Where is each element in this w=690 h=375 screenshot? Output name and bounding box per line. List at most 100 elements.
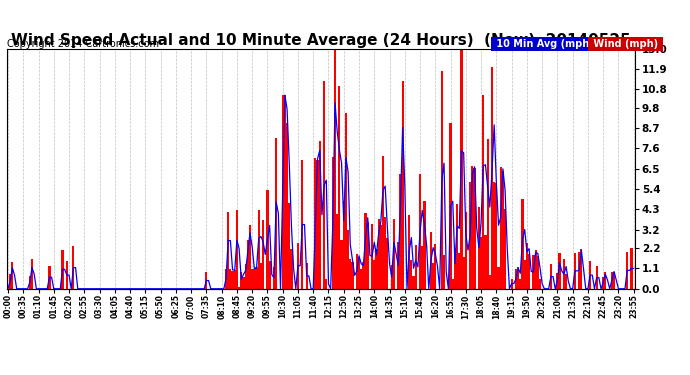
Bar bbox=[29, 276, 31, 289]
Bar bbox=[611, 272, 613, 289]
Bar bbox=[231, 271, 234, 289]
Bar bbox=[626, 252, 629, 289]
Bar bbox=[284, 95, 286, 289]
Bar bbox=[471, 166, 473, 289]
Bar bbox=[257, 210, 260, 289]
Bar bbox=[206, 272, 208, 289]
Bar bbox=[456, 204, 458, 289]
Bar bbox=[402, 81, 404, 289]
Bar bbox=[275, 138, 277, 289]
Bar bbox=[61, 250, 63, 289]
Bar bbox=[452, 279, 454, 289]
Bar bbox=[482, 95, 484, 289]
Bar bbox=[290, 249, 293, 289]
Bar bbox=[66, 261, 68, 289]
Bar bbox=[240, 272, 242, 289]
Bar bbox=[247, 240, 249, 289]
Bar bbox=[48, 266, 50, 289]
Bar bbox=[242, 277, 244, 289]
Bar bbox=[589, 261, 591, 289]
Bar bbox=[613, 272, 615, 289]
Bar bbox=[234, 270, 236, 289]
Bar bbox=[251, 268, 253, 289]
Bar bbox=[480, 237, 482, 289]
Bar bbox=[262, 220, 264, 289]
Bar bbox=[408, 214, 411, 289]
Bar bbox=[373, 261, 375, 289]
Bar bbox=[604, 272, 607, 289]
Bar bbox=[345, 113, 347, 289]
Bar bbox=[282, 95, 284, 289]
Bar bbox=[334, 49, 336, 289]
Bar bbox=[578, 252, 580, 289]
Bar bbox=[465, 211, 467, 289]
Bar bbox=[375, 249, 377, 289]
Bar bbox=[469, 182, 471, 289]
Bar bbox=[502, 171, 504, 289]
Bar bbox=[421, 246, 424, 289]
Bar bbox=[565, 274, 567, 289]
Bar bbox=[486, 139, 489, 289]
Bar bbox=[343, 201, 345, 289]
Text: Copyright 2014 Cartronics.com: Copyright 2014 Cartronics.com bbox=[7, 39, 159, 50]
Bar bbox=[11, 262, 13, 289]
Bar bbox=[323, 81, 325, 289]
Bar bbox=[473, 168, 475, 289]
Bar bbox=[411, 260, 413, 289]
Bar bbox=[9, 274, 11, 289]
Bar bbox=[319, 141, 321, 289]
Bar bbox=[336, 214, 338, 289]
Bar bbox=[236, 210, 238, 289]
Bar bbox=[526, 243, 528, 289]
Bar bbox=[317, 160, 319, 289]
Bar bbox=[400, 174, 402, 289]
Bar bbox=[602, 277, 604, 289]
Bar bbox=[244, 264, 247, 289]
Bar bbox=[306, 263, 308, 289]
Bar bbox=[580, 249, 582, 289]
Bar bbox=[595, 267, 598, 289]
Bar bbox=[528, 254, 530, 289]
Bar bbox=[227, 212, 229, 289]
Bar bbox=[238, 287, 240, 289]
Bar bbox=[349, 259, 351, 289]
Bar bbox=[537, 256, 539, 289]
Bar bbox=[415, 245, 417, 289]
Bar bbox=[325, 279, 327, 289]
Bar bbox=[332, 157, 334, 289]
Bar bbox=[515, 269, 517, 289]
Bar bbox=[260, 263, 262, 289]
Bar bbox=[556, 273, 558, 289]
Bar bbox=[268, 261, 270, 289]
Bar bbox=[631, 248, 633, 289]
Bar bbox=[266, 190, 268, 289]
Bar bbox=[454, 248, 456, 289]
Bar bbox=[524, 260, 526, 289]
Bar bbox=[413, 276, 415, 289]
Bar bbox=[522, 199, 524, 289]
Bar bbox=[491, 67, 493, 289]
Bar bbox=[432, 264, 434, 289]
Bar bbox=[493, 182, 495, 289]
Bar bbox=[391, 265, 393, 289]
Bar bbox=[72, 246, 75, 289]
Bar bbox=[351, 262, 353, 289]
Bar bbox=[449, 123, 452, 289]
Text: Wind (mph): Wind (mph) bbox=[590, 39, 662, 50]
Bar bbox=[371, 224, 373, 289]
Bar bbox=[384, 216, 386, 289]
Bar bbox=[517, 267, 520, 289]
Bar bbox=[397, 242, 400, 289]
Bar bbox=[511, 279, 513, 289]
Bar bbox=[364, 213, 366, 289]
Bar bbox=[338, 86, 340, 289]
Bar bbox=[550, 264, 552, 289]
Bar bbox=[458, 253, 460, 289]
Bar bbox=[358, 258, 360, 289]
Bar bbox=[504, 209, 506, 289]
Bar bbox=[489, 276, 491, 289]
Bar bbox=[315, 158, 317, 289]
Bar bbox=[535, 251, 537, 289]
Bar bbox=[382, 156, 384, 289]
Bar bbox=[532, 255, 535, 289]
